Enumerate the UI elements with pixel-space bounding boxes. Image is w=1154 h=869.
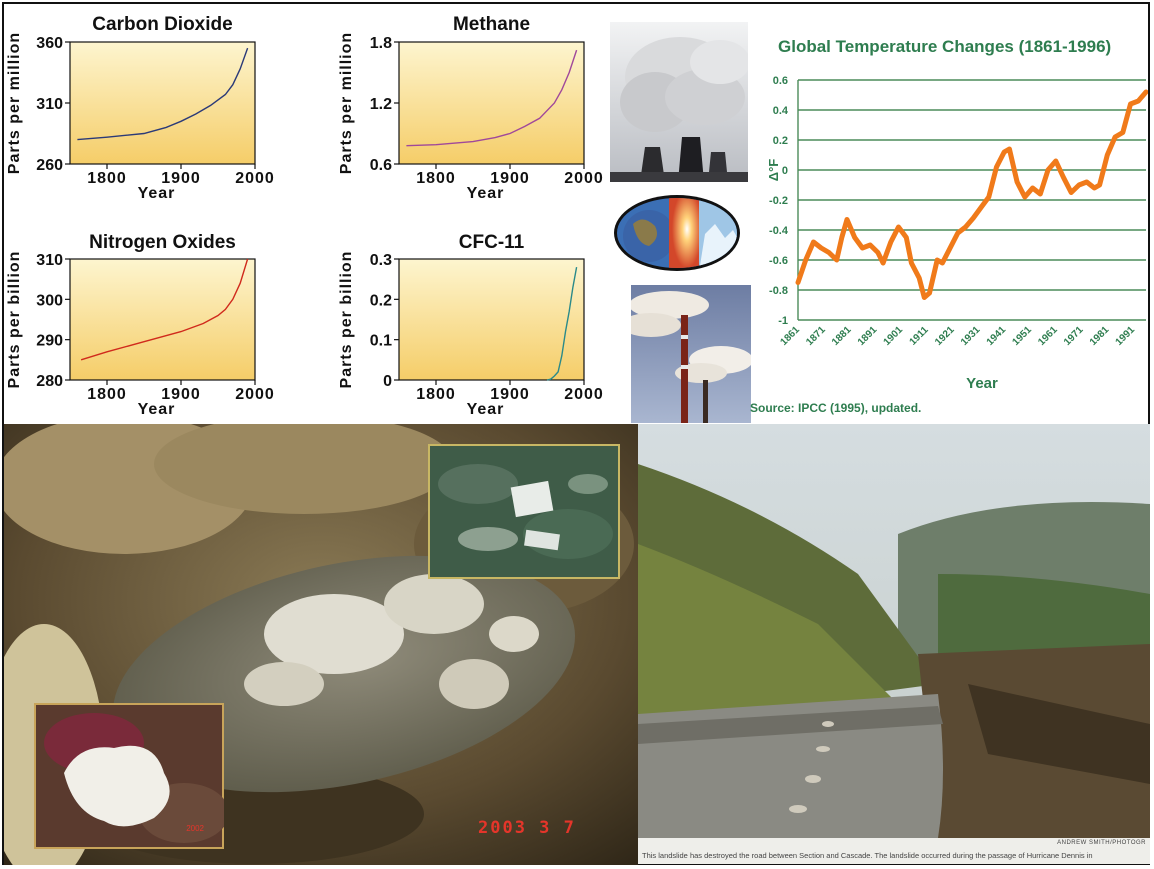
y-axis-label: Parts per million bbox=[6, 32, 23, 174]
y-tick-label: 0.6 bbox=[773, 75, 788, 87]
y-tick-label: 310 bbox=[36, 252, 63, 269]
y-tick-label: 300 bbox=[36, 292, 63, 309]
x-tick-label: 1941 bbox=[985, 324, 1009, 348]
y-tick-label: 290 bbox=[36, 333, 63, 350]
x-tick-label: 1900 bbox=[490, 386, 530, 403]
chart-title: CFC-11 bbox=[459, 232, 525, 253]
y-tick-label: 0.2 bbox=[370, 292, 392, 309]
y-tick-label: 0.2 bbox=[773, 135, 788, 147]
temperature-series-line bbox=[795, 89, 1148, 300]
plot-area bbox=[398, 258, 585, 381]
x-tick-label: 1961 bbox=[1036, 324, 1060, 348]
y-tick-label: 0.1 bbox=[370, 333, 392, 350]
y-tick-label: -0.8 bbox=[769, 285, 788, 297]
landslide-caption-strip: ANDREW SMITH/PHOTOGR This landslide has … bbox=[638, 838, 1150, 864]
y-tick-label: -0.6 bbox=[769, 255, 788, 267]
x-tick-label: 1931 bbox=[959, 324, 983, 348]
earth-ice-icon bbox=[614, 195, 740, 271]
y-tick-label: 0.3 bbox=[370, 252, 392, 269]
plot-area bbox=[69, 258, 256, 381]
landslide-caption: This landslide has destroyed the road be… bbox=[642, 851, 1093, 860]
x-tick-label: 1911 bbox=[908, 324, 931, 347]
y-axis-label: Parts per billion bbox=[6, 251, 23, 389]
y-tick-label: -1 bbox=[778, 315, 788, 327]
y-tick-label: 1.8 bbox=[370, 35, 392, 52]
chart-title: Carbon Dioxide bbox=[92, 14, 232, 35]
series-line bbox=[546, 266, 578, 381]
x-tick-label: 1800 bbox=[416, 170, 456, 187]
x-tick-label: 1871 bbox=[804, 324, 828, 348]
series-line bbox=[77, 47, 249, 141]
carbon-dioxide-chart: Carbon Dioxide 260 310 360 1800 1900 2000 Year P… bbox=[6, 14, 275, 202]
x-tick-label: 2000 bbox=[235, 170, 275, 187]
y-axis-label: Parts per million bbox=[338, 32, 355, 174]
underwater-litter-inset bbox=[428, 444, 620, 579]
chart-title: Methane bbox=[453, 14, 530, 35]
power-plant-photo bbox=[610, 22, 748, 182]
x-tick-label: 1861 bbox=[778, 324, 802, 348]
x-tick-label: 2000 bbox=[564, 386, 604, 403]
nitrogen-oxides-chart: Nitrogen Oxides 280 290 300 310 1800 1900 2000 Y… bbox=[6, 232, 275, 418]
source-note: Source: IPCC (1995), updated. bbox=[750, 401, 921, 415]
x-axis-label: Year bbox=[467, 401, 505, 418]
x-tick-label: 1800 bbox=[87, 170, 127, 187]
y-tick-label: 0 bbox=[383, 373, 392, 390]
y-tick-label: -0.2 bbox=[769, 195, 788, 207]
x-tick-label: 1991 bbox=[1114, 324, 1138, 348]
chart-title: Nitrogen Oxides bbox=[89, 232, 236, 253]
series-line bbox=[80, 258, 249, 361]
y-axis-label: Δ°F bbox=[766, 159, 781, 182]
global-temperature-chart: Global Temperature Changes (1861-1996) 0.… bbox=[750, 37, 1148, 415]
x-tick-label: 1891 bbox=[856, 324, 880, 348]
x-tick-label: 2000 bbox=[564, 170, 604, 187]
x-tick-label: 1971 bbox=[1062, 324, 1086, 348]
cfc11-chart: CFC-11 0 0.1 0.2 0.3 1800 1900 2000 Year Parts pe… bbox=[338, 232, 604, 418]
smokestack-photo bbox=[631, 285, 751, 423]
x-tick-label: 1901 bbox=[882, 324, 906, 348]
x-axis-label: Year bbox=[966, 375, 998, 392]
y-tick-label: -0.4 bbox=[769, 225, 789, 237]
y-tick-label: 0.4 bbox=[773, 105, 789, 117]
plot-area bbox=[398, 41, 585, 165]
x-tick-label: 1800 bbox=[87, 386, 127, 403]
x-tick-label: 2000 bbox=[235, 386, 275, 403]
series-line bbox=[406, 49, 578, 147]
coral-bleaching-inset: 2002 bbox=[34, 703, 224, 849]
x-tick-label: 1881 bbox=[830, 324, 854, 348]
y-tick-label: 360 bbox=[36, 35, 63, 52]
plot-area bbox=[69, 41, 256, 165]
landslide-photo bbox=[638, 424, 1150, 838]
photo-credit: ANDREW SMITH/PHOTOGR bbox=[1057, 840, 1146, 846]
y-tick-label: 310 bbox=[36, 96, 63, 113]
x-axis-label: Year bbox=[467, 185, 505, 202]
y-axis-label: Parts per billion bbox=[338, 251, 355, 389]
x-tick-label: 1921 bbox=[933, 324, 957, 348]
photo-date-stamp: 2003 3 7 bbox=[478, 818, 576, 838]
methane-chart: Methane 0.6 1.2 1.8 1800 1900 2000 Year Parts pe… bbox=[338, 14, 604, 202]
x-tick-label: 1951 bbox=[1010, 324, 1034, 348]
x-tick-label: 1900 bbox=[161, 170, 201, 187]
x-axis-label: Year bbox=[138, 401, 176, 418]
x-tick-label: 1900 bbox=[490, 170, 530, 187]
y-tick-label: 1.2 bbox=[370, 96, 392, 113]
x-tick-label: 1800 bbox=[416, 386, 456, 403]
x-tick-label: 1981 bbox=[1088, 324, 1112, 348]
y-tick-label: 280 bbox=[36, 373, 63, 390]
x-tick-label: 1900 bbox=[161, 386, 201, 403]
y-tick-label: 260 bbox=[36, 157, 63, 174]
x-axis-label: Year bbox=[138, 185, 176, 202]
y-tick-label: 0 bbox=[782, 165, 788, 177]
chart-title: Global Temperature Changes (1861-1996) bbox=[778, 37, 1111, 56]
y-tick-label: 0.6 bbox=[370, 157, 392, 174]
inset-date-stamp: 2002 bbox=[186, 824, 204, 833]
